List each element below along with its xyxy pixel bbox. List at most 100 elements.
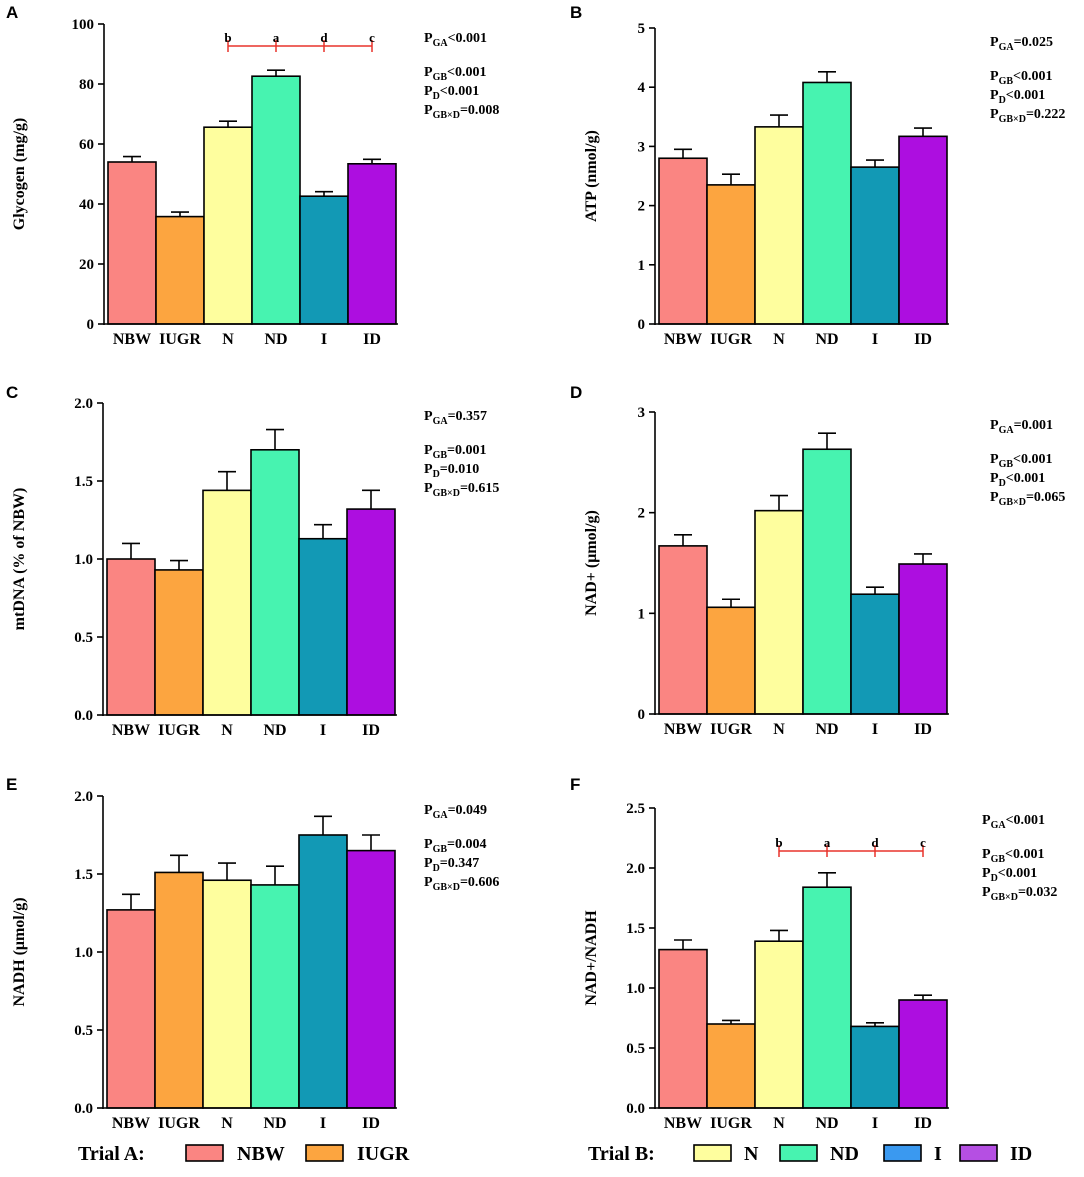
p-value: PGB×D=0.065 — [990, 490, 1065, 508]
p-value-text: =0.032 — [1018, 885, 1057, 900]
bar-iugr — [706, 184, 756, 325]
p-symbol: P — [982, 885, 991, 900]
x-tick-label: NBW — [664, 721, 702, 738]
bar-iugr — [154, 871, 204, 1109]
p-subscript: D — [433, 91, 440, 102]
legend-label: N — [744, 1143, 759, 1165]
p-symbol: P — [990, 107, 999, 122]
y-tick-label: 1 — [638, 258, 646, 274]
legend: Trial A: NBW IUGR Trial B: N ND I ID — [78, 1143, 1032, 1165]
panel-c: C 0.0 0.5 1.0 1.5 2.0 NBW IUGR N ND I ID mtDNA (% of… — [6, 383, 499, 739]
p-subscript: GB — [433, 844, 448, 855]
x-tick-label: ID — [362, 1115, 380, 1132]
bar-nd — [802, 81, 852, 325]
y-tick-label: 80 — [79, 77, 94, 93]
bar-i — [298, 537, 348, 716]
p-subscript: GA — [999, 425, 1015, 436]
x-tick-label: IUGR — [710, 1115, 752, 1132]
p-value-text: =0.025 — [1014, 35, 1053, 50]
p-symbol: P — [982, 813, 991, 828]
y-tick-label: 0 — [638, 707, 646, 723]
legend-swatch — [959, 1144, 998, 1162]
p-value: PGB<0.001 — [424, 65, 487, 83]
p-symbol: P — [990, 35, 999, 50]
y-tick-label: 100 — [72, 17, 95, 33]
legend-label: ID — [1010, 1143, 1032, 1165]
p-subscript: D — [433, 863, 440, 874]
p-value: PD=0.010 — [424, 462, 479, 480]
legend-title-trial-a: Trial A: — [78, 1143, 145, 1165]
p-symbol: P — [982, 847, 991, 862]
p-subscript: D — [991, 873, 998, 884]
legend-swatch — [883, 1144, 922, 1162]
p-subscript: D — [999, 95, 1006, 106]
p-value-text: <0.001 — [998, 866, 1037, 881]
bar-id — [898, 563, 948, 715]
p-value: PGA=0.357 — [424, 409, 487, 427]
p-subscript: GA — [999, 42, 1015, 53]
p-value: PGA<0.001 — [424, 31, 487, 49]
x-tick-label: I — [320, 1115, 326, 1132]
y-tick-label: 0.0 — [626, 1101, 645, 1117]
p-value-text: =0.222 — [1026, 107, 1065, 122]
x-tick-label: ND — [815, 331, 838, 348]
bar-i — [298, 834, 348, 1109]
p-value-text: <0.001 — [1006, 88, 1045, 103]
y-tick-label: 0.5 — [74, 1023, 93, 1039]
p-value-text: =0.615 — [460, 481, 499, 496]
x-tick-label: ID — [362, 722, 380, 739]
y-tick-label: 2.0 — [74, 396, 93, 412]
bar-i — [299, 195, 349, 325]
p-subscript: D — [999, 478, 1006, 489]
p-symbol: P — [424, 856, 433, 871]
p-value-text: =0.347 — [440, 856, 479, 871]
p-symbol: P — [424, 84, 433, 99]
x-tick-label: NBW — [664, 1115, 702, 1132]
x-tick-label: N — [222, 331, 234, 348]
p-value-text: =0.606 — [460, 875, 499, 890]
p-symbol: P — [424, 837, 433, 852]
bar-n — [754, 509, 804, 715]
panel-letter: D — [570, 383, 582, 402]
x-tick-label: ND — [815, 1115, 838, 1132]
y-tick-label: 0 — [638, 317, 646, 333]
panel-letter: F — [570, 775, 580, 794]
p-value-text: <0.001 — [1013, 69, 1052, 84]
legend-swatch — [779, 1144, 818, 1162]
p-value: PD=0.347 — [424, 856, 479, 874]
y-tick-label: 2.0 — [74, 789, 93, 805]
p-value: PGA=0.025 — [990, 35, 1053, 53]
legend-title-trial-b: Trial B: — [588, 1143, 655, 1165]
p-value: PGB=0.004 — [424, 837, 487, 855]
x-tick-label: IUGR — [159, 331, 201, 348]
p-subscript: D — [433, 469, 440, 480]
x-tick-label: NBW — [113, 331, 151, 348]
panel-e: E 0.0 0.5 1.0 1.5 2.0 NBW IUGR N ND I ID NADH (μmol/… — [6, 775, 499, 1132]
x-tick-label: N — [773, 331, 785, 348]
p-value: PD<0.001 — [990, 471, 1045, 489]
p-value: PD<0.001 — [982, 866, 1037, 884]
p-value-text: =0.049 — [448, 803, 487, 818]
y-tick-label: 60 — [79, 137, 94, 153]
x-tick-label: I — [872, 331, 878, 348]
p-value: PGB×D=0.008 — [424, 103, 499, 121]
p-value-text: =0.065 — [1026, 490, 1065, 505]
significance-letter: a — [824, 835, 831, 850]
y-tick-label: 4 — [638, 80, 646, 96]
y-axis-label: Glycogen (mg/g) — [11, 118, 28, 230]
bar-iugr — [706, 1023, 756, 1109]
legend-label: NBW — [237, 1143, 285, 1165]
p-value-text: <0.001 — [1006, 813, 1045, 828]
p-subscript: GA — [991, 820, 1007, 831]
p-symbol: P — [424, 875, 433, 890]
p-subscript: GB×D — [433, 488, 460, 499]
x-tick-label: IUGR — [710, 331, 752, 348]
x-tick-label: N — [773, 1115, 785, 1132]
y-tick-label: 0.5 — [74, 630, 93, 646]
p-symbol: P — [990, 69, 999, 84]
bar-nbw — [658, 157, 708, 325]
y-axis-label: NAD+ (μmol/g) — [583, 510, 600, 616]
bar-nbw — [658, 545, 708, 715]
x-tick-label: NBW — [112, 722, 150, 739]
